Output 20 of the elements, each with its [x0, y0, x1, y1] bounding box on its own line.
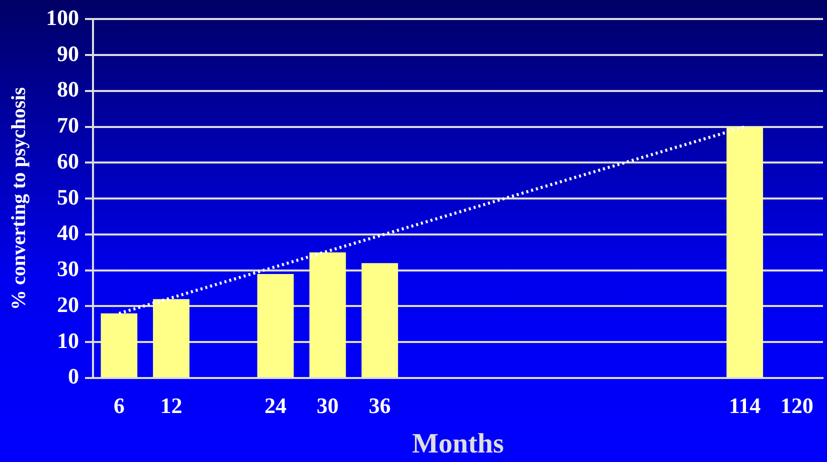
y-tick-label: 40 [57, 220, 79, 246]
x-tick-label: 12 [160, 392, 182, 418]
x-tick-label: 24 [264, 392, 286, 418]
y-tick-label: 20 [57, 292, 79, 317]
y-tick-label: 50 [57, 184, 79, 210]
x-tick-label: 36 [368, 392, 391, 418]
x-axis-title: Months [412, 428, 504, 460]
y-tick-label: 0 [68, 364, 79, 389]
y-tick-label: 10 [57, 328, 79, 353]
y-tick-label: 70 [57, 112, 79, 138]
y-tick-label: 100 [46, 4, 79, 30]
y-tick-label: 60 [57, 148, 79, 174]
y-tick-label: 30 [57, 256, 79, 282]
y-axis-title: % converting to psychosis [8, 87, 30, 310]
y-tick-label: 80 [57, 76, 79, 102]
x-tick-label: 30 [316, 392, 339, 418]
x-tick-label: 114 [728, 392, 761, 418]
y-tick-label: 90 [57, 40, 79, 66]
x-tick-label: 120 [780, 392, 814, 418]
x-tick-label: 6 [114, 392, 125, 418]
